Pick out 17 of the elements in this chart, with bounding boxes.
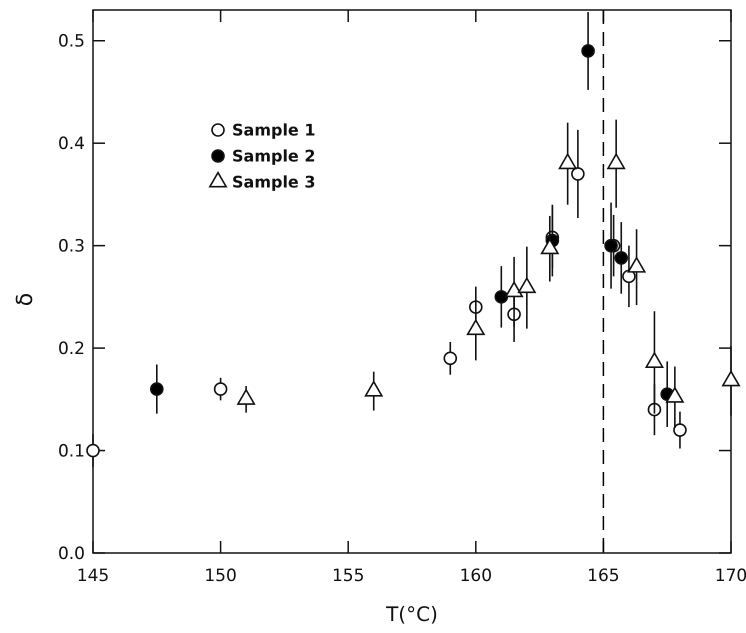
y-axis-title: δ bbox=[13, 292, 38, 306]
legend-label: Sample 1 bbox=[232, 120, 316, 140]
x-tick-label: 155 bbox=[332, 566, 364, 586]
x-axis-title: T(°C) bbox=[385, 602, 438, 626]
y-tick-label: 0.4 bbox=[58, 134, 85, 154]
y-tick-label: 0.5 bbox=[58, 32, 85, 52]
y-tick-label: 0.3 bbox=[58, 236, 85, 257]
y-tick-label: 0.1 bbox=[58, 441, 85, 462]
legend-label: Sample 2 bbox=[232, 146, 316, 166]
legend-label: Sample 3 bbox=[232, 172, 316, 192]
x-tick-label: 145 bbox=[76, 566, 110, 586]
y-tick-label: 0.0 bbox=[58, 544, 85, 564]
x-tick-label: 170 bbox=[714, 566, 746, 586]
x-tick-label: 165 bbox=[587, 566, 620, 586]
x-tick-label: 150 bbox=[204, 566, 237, 586]
x-tick-label: 160 bbox=[460, 566, 492, 586]
y-tick-label: 0.2 bbox=[58, 339, 85, 360]
